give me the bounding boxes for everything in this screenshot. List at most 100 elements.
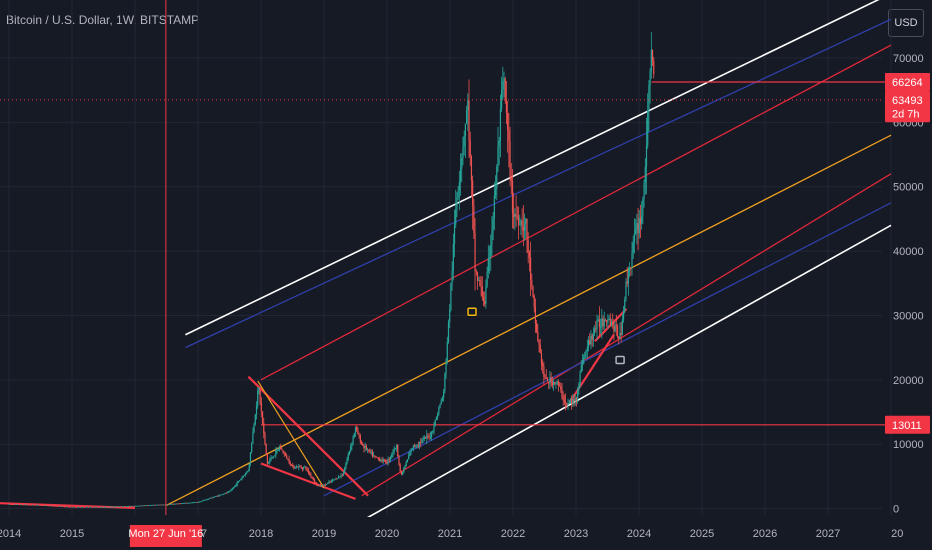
candle-body <box>451 270 453 284</box>
candle-body <box>248 463 250 471</box>
candle-body <box>369 449 371 453</box>
candle-body <box>322 485 324 487</box>
candle-body <box>266 454 268 464</box>
candle-body <box>217 495 219 497</box>
candle-body <box>149 505 151 506</box>
candle-body <box>426 435 428 439</box>
candle-body <box>281 449 283 451</box>
candle-body <box>76 506 78 508</box>
candle-body <box>613 325 615 332</box>
candle-body <box>287 458 289 460</box>
candle-body <box>393 448 395 453</box>
candle-body <box>84 506 86 508</box>
candle-body <box>335 478 337 480</box>
candle-body <box>160 504 162 506</box>
candle-body <box>92 506 95 508</box>
candle-body <box>300 466 302 468</box>
candle-body <box>207 498 209 500</box>
candle-body <box>51 505 54 507</box>
candle-body <box>79 506 81 508</box>
candle-body <box>398 456 400 465</box>
candle-body <box>193 502 195 504</box>
candle-body <box>102 506 104 508</box>
candle-body <box>555 382 557 384</box>
candle-body <box>389 456 392 460</box>
candle-body <box>350 446 352 451</box>
candle-body <box>162 504 165 506</box>
candle-body <box>386 462 388 464</box>
candle-body <box>592 332 594 340</box>
candle-body <box>133 505 136 507</box>
candle-body <box>529 257 532 280</box>
candle-body <box>206 499 208 501</box>
candle-body <box>641 215 643 224</box>
candle-body <box>416 444 418 446</box>
candle-body <box>26 504 28 506</box>
candle-body <box>366 449 369 451</box>
candle-body <box>554 382 556 384</box>
candle-body <box>329 481 331 483</box>
candle-body <box>22 504 25 506</box>
candle-body <box>517 217 520 226</box>
candle-body <box>42 505 44 506</box>
channel-outer-lower <box>348 224 892 529</box>
candle-body <box>159 504 161 506</box>
candle-body <box>48 505 50 507</box>
candle-body <box>152 504 154 506</box>
candle-body <box>469 140 471 157</box>
candle-body <box>531 279 533 287</box>
candle-body <box>305 466 307 470</box>
candle-body <box>456 197 458 210</box>
candle-body <box>532 286 534 296</box>
candle-body <box>346 458 348 464</box>
channel-lines <box>166 0 892 529</box>
candle-body <box>223 493 225 495</box>
candle-body <box>498 140 500 146</box>
candle-body <box>508 130 510 142</box>
candle-body <box>127 506 130 507</box>
candle-body <box>458 182 460 191</box>
price-label-box <box>885 72 930 91</box>
candle-body <box>363 445 365 448</box>
candle-body <box>523 223 526 231</box>
candle-body <box>609 318 611 326</box>
candle-body <box>131 505 133 507</box>
candle-body <box>618 336 620 340</box>
x-tick-label: 2025 <box>690 528 714 540</box>
candle-body <box>113 506 115 508</box>
candle-body <box>129 506 131 507</box>
candle-body <box>488 257 491 259</box>
candle-body <box>54 505 56 507</box>
candle-body <box>234 485 236 487</box>
candle-body <box>342 473 345 476</box>
candle-body <box>653 61 655 74</box>
candle-body <box>583 357 585 364</box>
candle-body <box>546 378 549 382</box>
annotation-wedge-bottom <box>260 462 356 500</box>
x-tick-label: 20 <box>891 528 903 540</box>
candle-body <box>96 506 98 508</box>
candle-body <box>455 209 457 225</box>
candle-body <box>235 485 237 487</box>
candle-body <box>107 506 109 508</box>
candle-body <box>585 350 587 352</box>
candle-body <box>601 318 603 328</box>
candle-body <box>545 377 547 379</box>
candle-body <box>318 485 320 487</box>
candle-body <box>321 485 323 487</box>
candle-body <box>549 377 551 384</box>
candle-body <box>103 506 105 508</box>
currency-button[interactable]: USD <box>888 9 924 37</box>
y-tick-label: 10000 <box>893 439 924 451</box>
candle-body <box>153 504 155 506</box>
candle-body <box>443 391 445 398</box>
candle-body <box>191 502 194 504</box>
candle-body <box>404 465 406 469</box>
candle-body <box>417 444 419 446</box>
candle-body <box>453 224 456 245</box>
candle-body <box>593 328 596 333</box>
candle-body <box>280 447 282 450</box>
candle-body <box>540 352 543 364</box>
candle-body <box>247 470 249 472</box>
